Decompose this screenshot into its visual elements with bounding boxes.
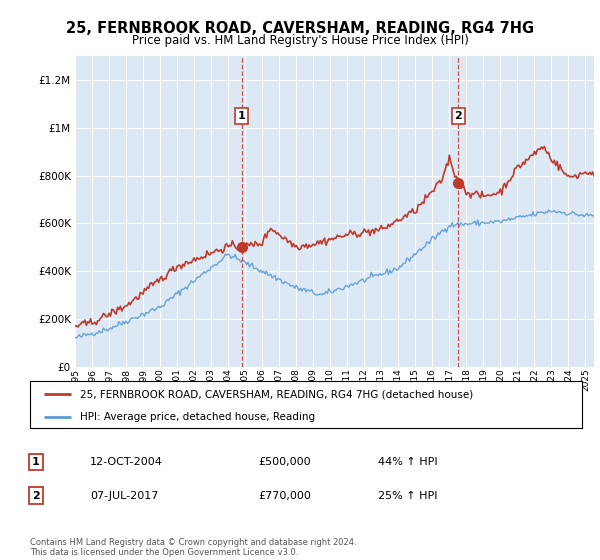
Text: 2: 2 — [32, 491, 40, 501]
Text: Price paid vs. HM Land Registry's House Price Index (HPI): Price paid vs. HM Land Registry's House … — [131, 34, 469, 46]
Text: 44% ↑ HPI: 44% ↑ HPI — [378, 457, 437, 467]
Text: 1: 1 — [238, 111, 245, 121]
Text: 07-JUL-2017: 07-JUL-2017 — [90, 491, 158, 501]
Text: HPI: Average price, detached house, Reading: HPI: Average price, detached house, Read… — [80, 412, 315, 422]
Text: 2: 2 — [454, 111, 462, 121]
Text: 1: 1 — [32, 457, 40, 467]
Text: £500,000: £500,000 — [258, 457, 311, 467]
Text: 12-OCT-2004: 12-OCT-2004 — [90, 457, 163, 467]
Text: 25, FERNBROOK ROAD, CAVERSHAM, READING, RG4 7HG (detached house): 25, FERNBROOK ROAD, CAVERSHAM, READING, … — [80, 389, 473, 399]
Text: Contains HM Land Registry data © Crown copyright and database right 2024.
This d: Contains HM Land Registry data © Crown c… — [30, 538, 356, 557]
Text: 25, FERNBROOK ROAD, CAVERSHAM, READING, RG4 7HG: 25, FERNBROOK ROAD, CAVERSHAM, READING, … — [66, 21, 534, 36]
Text: £770,000: £770,000 — [258, 491, 311, 501]
Text: 25% ↑ HPI: 25% ↑ HPI — [378, 491, 437, 501]
